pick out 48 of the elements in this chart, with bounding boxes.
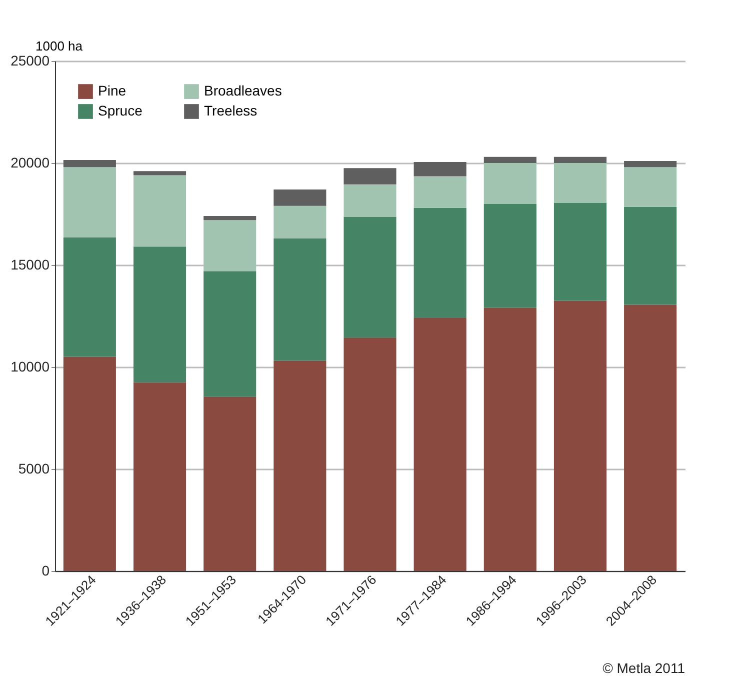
bar	[274, 238, 326, 361]
y-tick-label: 5000	[18, 460, 50, 476]
bar	[624, 167, 677, 207]
bar	[414, 162, 466, 176]
y-tick-label: 10000	[10, 358, 50, 374]
bar	[484, 308, 536, 571]
y-axis-title: 1000 ha	[36, 38, 84, 54]
bar	[624, 160, 677, 168]
bar	[274, 190, 326, 206]
legend-label: Broadleaves	[204, 82, 282, 99]
y-tick-label: 15000	[10, 256, 50, 272]
legend-label: Treeless	[204, 102, 258, 118]
bar	[133, 382, 186, 571]
bar	[414, 208, 466, 318]
bar	[344, 168, 396, 184]
bar	[274, 360, 326, 571]
bar	[63, 160, 116, 168]
legend-label: Spruce	[98, 102, 143, 118]
bar	[554, 156, 607, 163]
bar	[274, 206, 326, 238]
bar	[554, 163, 607, 203]
bar	[133, 171, 186, 176]
bar	[204, 271, 256, 397]
bar	[133, 246, 186, 382]
bar	[204, 220, 256, 272]
bar	[624, 304, 677, 571]
text: © Metla 2011	[602, 660, 686, 676]
bar	[344, 337, 396, 571]
y-tick-label: 0	[42, 562, 50, 578]
bar	[204, 396, 256, 571]
bar	[484, 163, 536, 204]
bar	[414, 176, 466, 208]
bar	[63, 237, 116, 357]
bar	[63, 167, 116, 238]
bar	[204, 216, 256, 220]
bar	[344, 184, 396, 218]
y-tick-label: 25000	[10, 52, 50, 68]
bar	[554, 300, 607, 571]
bar	[344, 217, 396, 338]
bar	[484, 204, 536, 308]
bar	[554, 202, 607, 301]
bar	[133, 175, 186, 247]
bar	[624, 206, 677, 305]
bar	[484, 156, 536, 163]
bar	[63, 356, 116, 571]
bar	[414, 318, 466, 571]
y-tick-label: 20000	[10, 154, 50, 170]
legend-label: Pine	[98, 82, 126, 99]
